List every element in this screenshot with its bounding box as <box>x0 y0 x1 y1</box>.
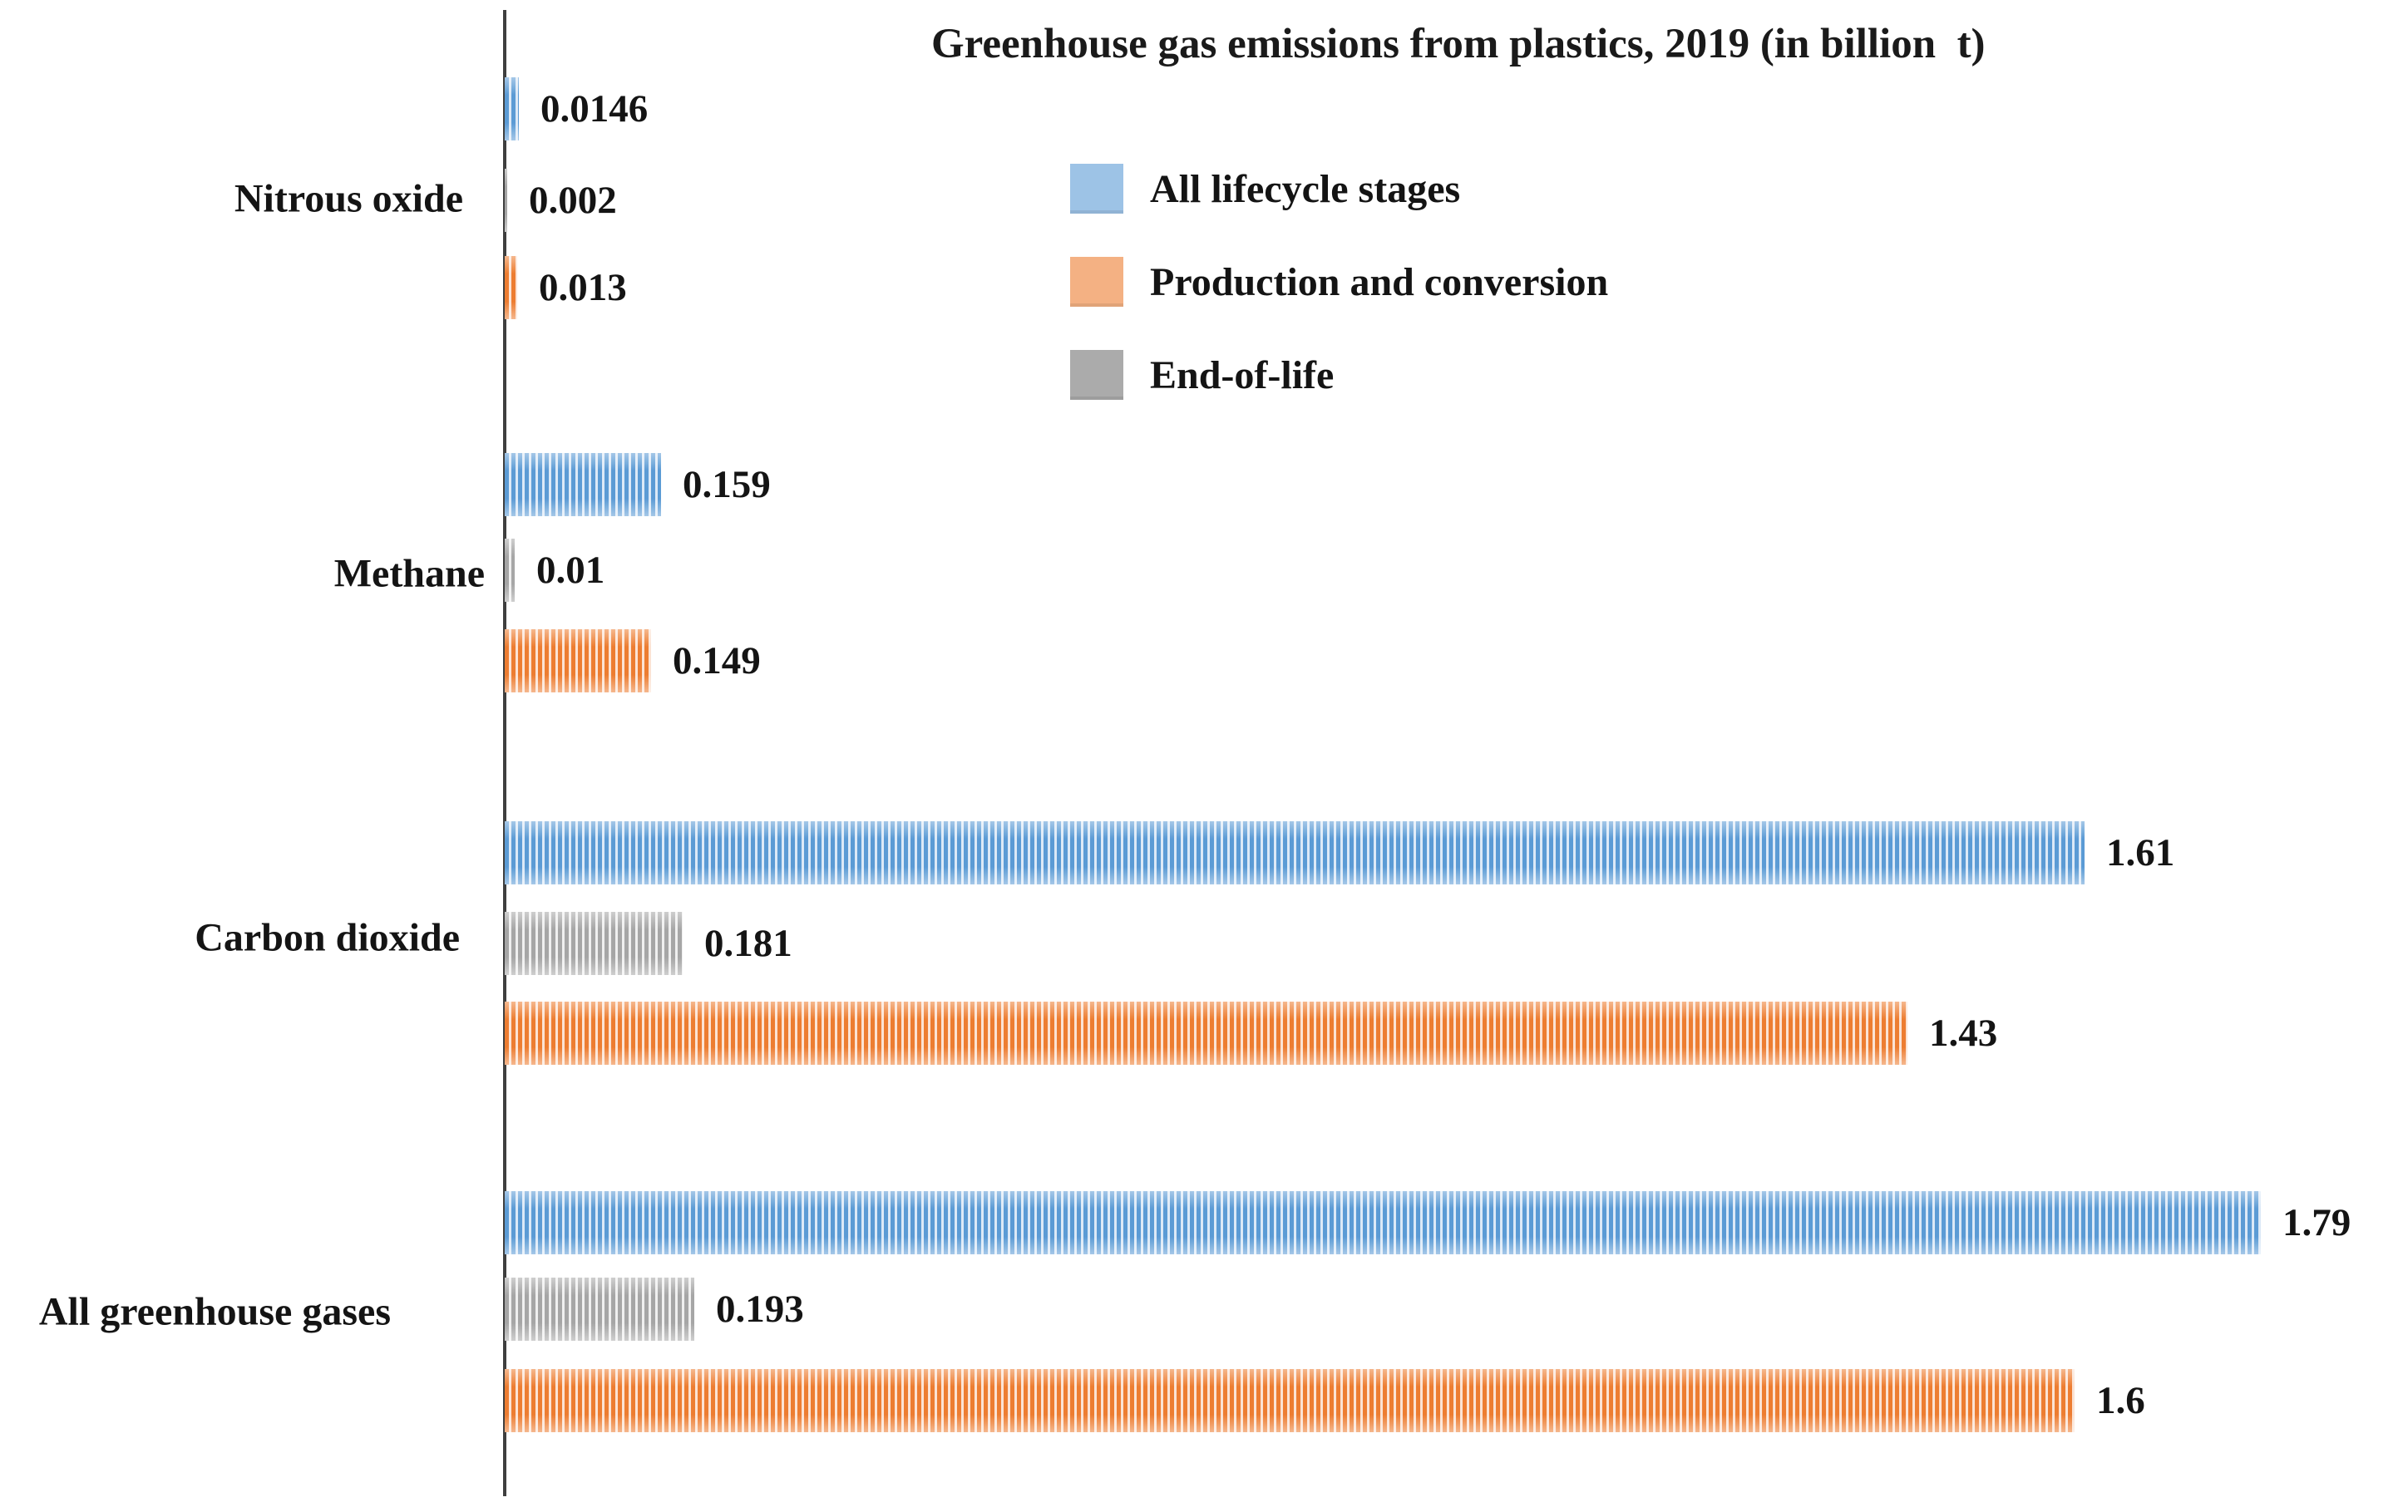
bar-end-of-life-carbon-dioxide <box>505 912 683 975</box>
bar-production-and-conversion-methane <box>505 629 651 692</box>
bar-production-and-conversion-carbon-dioxide <box>505 1002 1907 1065</box>
bar-production-and-conversion-nitrous-oxide <box>505 256 517 319</box>
category-label-methane: Methane <box>333 551 485 596</box>
legend-item-production-and-conversion: Production and conversion <box>1070 256 1608 308</box>
value-label-production-and-conversion-nitrous-oxide: 0.013 <box>539 266 627 309</box>
category-label-carbon-dioxide: Carbon dioxide <box>195 915 460 960</box>
chart-title: Greenhouse gas emissions from plastics, … <box>931 21 1986 67</box>
legend-label: Production and conversion <box>1150 259 1609 304</box>
value-label-production-and-conversion-carbon-dioxide: 1.43 <box>1929 1012 1998 1055</box>
bar-end-of-life-methane <box>505 539 515 602</box>
value-label-end-of-life-all-greenhouse-gases: 0.193 <box>716 1288 804 1331</box>
value-label-end-of-life-methane: 0.01 <box>536 549 605 592</box>
value-label-all-lifecycle-stages-methane: 0.159 <box>683 463 771 506</box>
legend-label: All lifecycle stages <box>1150 166 1461 211</box>
legend: All lifecycle stages Production and conve… <box>1070 163 1608 401</box>
bar-production-and-conversion-all-greenhouse-gases <box>505 1369 2075 1432</box>
bar-end-of-life-all-greenhouse-gases <box>505 1278 694 1341</box>
category-label-nitrous-oxide: Nitrous oxide <box>234 176 463 221</box>
value-label-all-lifecycle-stages-all-greenhouse-gases: 1.79 <box>2282 1201 2351 1244</box>
bar-end-of-life-nitrous-oxide <box>505 169 507 232</box>
legend-item-end-of-life: End-of-life <box>1070 349 1608 401</box>
legend-swatch-icon-end-of-life <box>1070 350 1123 400</box>
value-label-end-of-life-carbon-dioxide: 0.181 <box>704 922 792 965</box>
bar-all-lifecycle-stages-all-greenhouse-gases <box>505 1191 2261 1254</box>
value-label-all-lifecycle-stages-carbon-dioxide: 1.61 <box>2106 831 2175 874</box>
y-axis-line <box>503 10 506 1496</box>
value-label-production-and-conversion-all-greenhouse-gases: 1.6 <box>2096 1379 2145 1422</box>
bar-all-lifecycle-stages-methane <box>505 453 661 516</box>
legend-item-all-lifecycle-stages: All lifecycle stages <box>1070 163 1608 214</box>
category-label-all-greenhouse-gases: All greenhouse gases <box>38 1289 391 1334</box>
legend-label: End-of-life <box>1150 352 1335 397</box>
bar-all-lifecycle-stages-carbon-dioxide <box>505 821 2085 884</box>
legend-swatch-icon-production-and-conversion <box>1070 257 1123 307</box>
legend-swatch-icon-all-lifecycle-stages <box>1070 164 1123 214</box>
bar-all-lifecycle-stages-nitrous-oxide <box>505 77 519 140</box>
value-label-production-and-conversion-methane: 0.149 <box>673 639 761 682</box>
value-label-all-lifecycle-stages-nitrous-oxide: 0.0146 <box>540 87 649 131</box>
value-label-end-of-life-nitrous-oxide: 0.002 <box>529 179 617 222</box>
